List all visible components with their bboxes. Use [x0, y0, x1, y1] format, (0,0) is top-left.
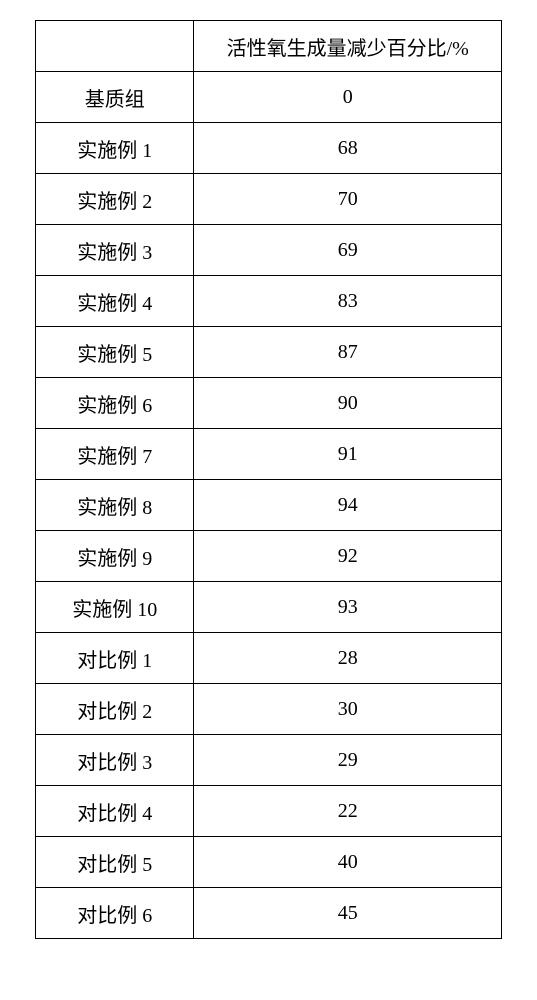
row-value: 22 [194, 786, 502, 837]
row-label: 实施例 8 [36, 480, 194, 531]
row-label: 对比例 5 [36, 837, 194, 888]
row-label: 实施例 3 [36, 225, 194, 276]
row-value: 94 [194, 480, 502, 531]
row-value: 40 [194, 837, 502, 888]
row-value: 93 [194, 582, 502, 633]
row-label: 对比例 3 [36, 735, 194, 786]
row-label: 对比例 2 [36, 684, 194, 735]
header-cell-metric: 活性氧生成量减少百分比/% [194, 21, 502, 72]
row-label: 实施例 4 [36, 276, 194, 327]
table-row: 实施例 1 68 [36, 123, 502, 174]
table-row: 实施例 5 87 [36, 327, 502, 378]
page: 活性氧生成量减少百分比/% 基质组 0 实施例 1 68 实施例 2 70 实施… [0, 0, 537, 1000]
row-label: 实施例 2 [36, 174, 194, 225]
header-cell-blank [36, 21, 194, 72]
row-value: 30 [194, 684, 502, 735]
row-value: 91 [194, 429, 502, 480]
row-label: 实施例 10 [36, 582, 194, 633]
table-header-row: 活性氧生成量减少百分比/% [36, 21, 502, 72]
table-row: 对比例 2 30 [36, 684, 502, 735]
table-row: 对比例 4 22 [36, 786, 502, 837]
table-row: 对比例 5 40 [36, 837, 502, 888]
table-body: 活性氧生成量减少百分比/% 基质组 0 实施例 1 68 实施例 2 70 实施… [36, 21, 502, 939]
table-row: 实施例 6 90 [36, 378, 502, 429]
row-value: 0 [194, 72, 502, 123]
row-label: 对比例 1 [36, 633, 194, 684]
row-value: 83 [194, 276, 502, 327]
data-table: 活性氧生成量减少百分比/% 基质组 0 实施例 1 68 实施例 2 70 实施… [35, 20, 502, 939]
table-row: 实施例 9 92 [36, 531, 502, 582]
row-value: 70 [194, 174, 502, 225]
row-label: 对比例 4 [36, 786, 194, 837]
table-row: 实施例 3 69 [36, 225, 502, 276]
row-value: 45 [194, 888, 502, 939]
row-value: 68 [194, 123, 502, 174]
table-row: 实施例 8 94 [36, 480, 502, 531]
row-label: 对比例 6 [36, 888, 194, 939]
table-row: 实施例 7 91 [36, 429, 502, 480]
row-label: 实施例 5 [36, 327, 194, 378]
row-value: 87 [194, 327, 502, 378]
row-value: 28 [194, 633, 502, 684]
table-row: 对比例 6 45 [36, 888, 502, 939]
row-value: 90 [194, 378, 502, 429]
row-label: 实施例 9 [36, 531, 194, 582]
row-value: 29 [194, 735, 502, 786]
row-label: 基质组 [36, 72, 194, 123]
table-row: 实施例 4 83 [36, 276, 502, 327]
row-label: 实施例 6 [36, 378, 194, 429]
table-row: 对比例 3 29 [36, 735, 502, 786]
row-label: 实施例 7 [36, 429, 194, 480]
row-value: 92 [194, 531, 502, 582]
table-row: 对比例 1 28 [36, 633, 502, 684]
table-row: 基质组 0 [36, 72, 502, 123]
table-row: 实施例 10 93 [36, 582, 502, 633]
table-row: 实施例 2 70 [36, 174, 502, 225]
row-value: 69 [194, 225, 502, 276]
row-label: 实施例 1 [36, 123, 194, 174]
